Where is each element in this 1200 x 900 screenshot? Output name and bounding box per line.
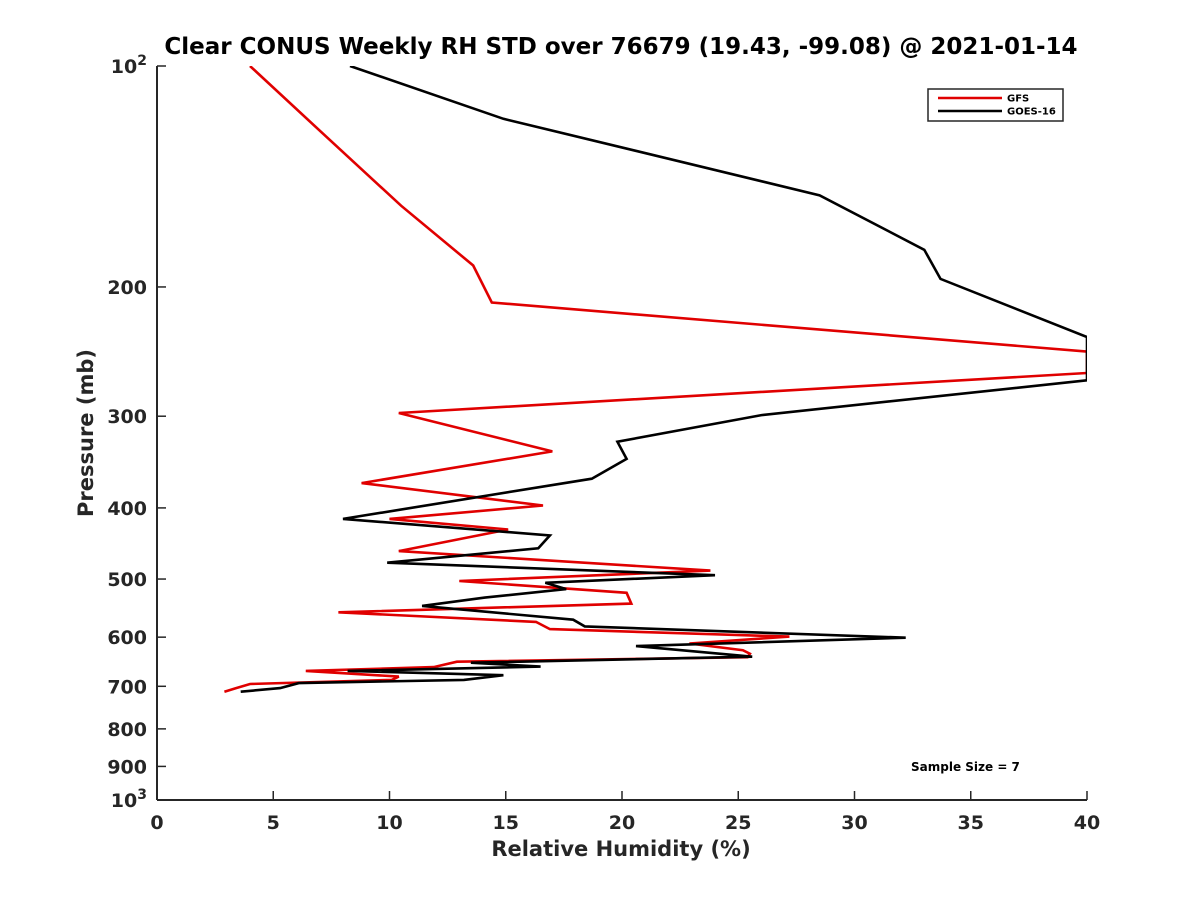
x-tick-label: 0 — [150, 812, 163, 834]
y-tick-label: 300 — [107, 406, 147, 428]
y-tick-label: 700 — [107, 676, 147, 698]
y-tick-label: 800 — [107, 719, 147, 741]
chart-title: Clear CONUS Weekly RH STD over 76679 (19… — [164, 34, 1077, 60]
series-line-gfs — [224, 66, 1087, 693]
legend: GFS GOES-16 — [927, 88, 1064, 122]
x-tick-label: 35 — [958, 812, 984, 834]
x-tick-label: 40 — [1074, 812, 1100, 834]
series-line-goes16 — [240, 66, 1087, 693]
y-tick-label: 600 — [107, 627, 147, 649]
series-layer — [224, 66, 1087, 693]
x-tick-label: 10 — [376, 812, 402, 834]
x-tick-label: 20 — [609, 812, 635, 834]
y-axis-label: Pressure (mb) — [74, 349, 98, 517]
legend-box — [927, 88, 1064, 122]
x-tick-label: 30 — [841, 812, 867, 834]
y-tick-label: 200 — [107, 277, 147, 299]
y-tick-label: 102 — [111, 53, 147, 78]
x-ticks: 0 5 10 15 20 25 30 35 40 — [150, 791, 1100, 834]
sample-size-annotation: Sample Size = 7 — [911, 760, 1020, 774]
x-axis-label: Relative Humidity (%) — [491, 837, 750, 861]
x-tick-label: 5 — [267, 812, 280, 834]
y-tick-label: 900 — [107, 756, 147, 778]
y-tick-label: 500 — [107, 569, 147, 591]
y-tick-label: 400 — [107, 498, 147, 520]
x-tick-label: 25 — [725, 812, 751, 834]
legend-label-goes16: GOES-16 — [1007, 107, 1056, 118]
x-tick-label: 15 — [493, 812, 519, 834]
legend-label-gfs: GFS — [1007, 94, 1029, 105]
y-ticks: 102 200 300 400 500 600 700 800 900 103 — [107, 53, 166, 812]
y-tick-label: 103 — [111, 787, 147, 812]
